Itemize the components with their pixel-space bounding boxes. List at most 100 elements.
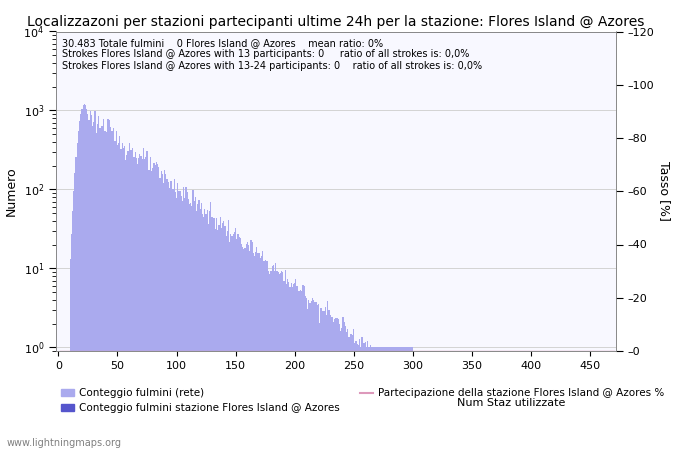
Bar — [287, 279, 288, 450]
Bar — [300, 289, 301, 450]
Bar — [105, 131, 106, 450]
Bar — [382, 347, 383, 450]
Bar — [115, 141, 116, 450]
Bar — [181, 196, 182, 450]
Bar — [244, 248, 246, 450]
Text: 30.483 Totale fulmini    0 Flores Island @ Azores    mean ratio: 0%
Strokes Flor: 30.483 Totale fulmini 0 Flores Island @ … — [62, 38, 482, 71]
Bar — [301, 291, 302, 450]
Bar — [346, 333, 347, 450]
Bar — [126, 155, 127, 450]
Bar — [391, 347, 392, 450]
Bar — [376, 347, 377, 450]
Bar — [96, 133, 97, 450]
Bar — [288, 282, 289, 450]
Bar — [201, 202, 202, 450]
Bar — [158, 167, 160, 450]
Bar — [215, 229, 216, 450]
Bar — [285, 270, 286, 450]
Bar — [302, 285, 304, 450]
Bar — [284, 281, 285, 450]
Bar — [318, 304, 319, 450]
Bar — [379, 347, 380, 450]
Bar — [191, 207, 193, 450]
Bar — [118, 143, 119, 450]
Bar — [374, 347, 376, 450]
Bar — [136, 158, 137, 450]
Bar — [86, 108, 88, 450]
Bar — [304, 296, 306, 450]
Bar — [246, 243, 247, 450]
Bar — [90, 111, 91, 450]
Bar — [279, 274, 280, 450]
Bar — [176, 198, 177, 450]
Bar — [145, 157, 146, 450]
Bar — [112, 130, 113, 450]
Bar — [265, 260, 266, 450]
Bar — [113, 128, 115, 450]
Bar — [370, 345, 371, 450]
Bar — [97, 124, 98, 450]
Bar — [93, 122, 95, 450]
Bar — [296, 286, 297, 450]
Bar — [253, 253, 254, 450]
Bar — [390, 347, 391, 450]
Bar — [266, 261, 267, 450]
Bar — [358, 345, 359, 450]
Bar — [134, 152, 136, 450]
Bar — [274, 271, 275, 450]
Bar — [232, 234, 234, 450]
Bar — [160, 171, 162, 450]
Bar — [178, 191, 179, 450]
Bar — [386, 347, 387, 450]
Bar — [165, 175, 167, 450]
Bar — [306, 298, 307, 450]
Bar — [290, 283, 292, 450]
Bar — [249, 251, 251, 450]
Bar — [237, 234, 239, 450]
Bar — [325, 307, 326, 450]
Bar — [352, 335, 353, 450]
Bar — [236, 238, 237, 450]
Bar — [88, 121, 90, 450]
Bar — [277, 271, 279, 450]
Bar — [255, 252, 256, 450]
Bar — [155, 165, 156, 450]
Bar — [276, 271, 277, 450]
Y-axis label: Tasso [%]: Tasso [%] — [658, 161, 671, 221]
Bar — [292, 287, 293, 450]
Bar — [239, 238, 241, 450]
Bar — [108, 120, 110, 450]
Bar — [267, 261, 268, 450]
Bar — [261, 256, 262, 450]
Bar — [392, 347, 393, 450]
Bar — [247, 242, 248, 450]
Bar — [262, 251, 263, 450]
Bar — [330, 317, 332, 450]
Bar — [320, 308, 321, 450]
Bar — [117, 145, 118, 450]
Bar — [174, 180, 175, 450]
Bar — [189, 204, 190, 450]
Bar — [235, 228, 236, 450]
Bar — [399, 347, 400, 450]
Bar — [211, 217, 213, 450]
Bar — [100, 128, 102, 450]
Bar — [81, 108, 83, 450]
Bar — [186, 192, 188, 450]
Bar — [94, 111, 96, 450]
Bar — [371, 347, 372, 450]
Bar — [339, 324, 340, 450]
Bar — [163, 184, 164, 450]
Bar — [146, 151, 148, 450]
Legend: Conteggio fulmini (rete), Conteggio fulmini stazione Flores Island @ Azores, Par: Conteggio fulmini (rete), Conteggio fulm… — [61, 388, 664, 414]
Bar — [184, 198, 186, 450]
Bar — [361, 338, 363, 450]
Bar — [199, 209, 201, 450]
Bar — [321, 308, 323, 450]
Bar — [308, 300, 309, 450]
Bar — [260, 258, 261, 450]
Bar — [182, 201, 183, 450]
Bar — [69, 259, 71, 450]
Bar — [380, 347, 382, 450]
Bar — [251, 242, 253, 450]
